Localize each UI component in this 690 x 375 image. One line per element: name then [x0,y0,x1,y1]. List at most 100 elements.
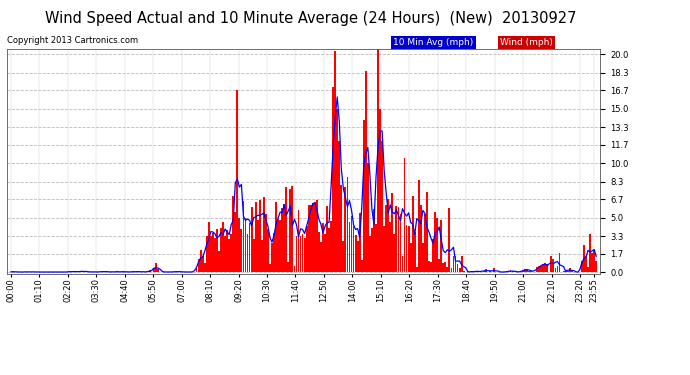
Bar [512,271,513,272]
Bar [340,185,342,272]
Bar [299,236,302,272]
Bar [383,226,385,272]
Bar [297,210,299,272]
Bar [248,223,250,272]
Bar [331,220,332,272]
Bar [442,262,444,272]
Bar [235,212,236,272]
Bar [259,200,261,272]
Bar [306,226,308,272]
Bar [289,189,291,272]
Bar [444,262,446,272]
Bar [351,216,353,272]
Bar [387,200,389,272]
Bar [489,271,491,272]
Bar [379,109,381,272]
Bar [389,222,391,272]
Bar [540,266,542,272]
Bar [302,234,304,272]
Bar [206,236,208,272]
Bar [204,263,206,272]
Bar [218,251,220,272]
Bar [557,266,558,272]
Bar [69,271,71,272]
Bar [569,268,571,272]
Bar [453,256,455,272]
Bar [312,203,314,272]
Bar [463,271,464,272]
Bar [239,217,240,272]
Bar [553,259,554,272]
Bar [510,270,511,272]
Bar [228,239,230,272]
Bar [216,229,218,272]
Bar [155,263,157,272]
Bar [595,261,597,272]
Bar [420,204,422,272]
Bar [212,232,214,272]
Bar [261,240,263,272]
Bar [410,243,411,272]
Bar [237,90,238,272]
Bar [546,264,548,272]
Bar [375,224,377,272]
Bar [397,207,400,272]
Bar [371,228,373,272]
Text: 10 Min Avg (mph): 10 Min Avg (mph) [393,38,473,47]
Bar [320,242,322,272]
Bar [355,235,357,272]
Bar [412,196,413,272]
Bar [538,266,540,272]
Bar [524,269,526,272]
Bar [455,256,457,272]
Bar [102,271,103,272]
Bar [440,220,442,272]
Bar [250,207,253,272]
Text: Wind (mph): Wind (mph) [500,38,553,47]
Bar [587,267,589,272]
Bar [348,222,351,272]
Bar [457,264,458,272]
Bar [263,197,265,272]
Bar [483,271,485,272]
Bar [591,252,593,272]
Bar [241,228,242,272]
Bar [220,228,222,272]
Bar [426,192,428,272]
Bar [318,232,319,272]
Bar [406,225,408,272]
Bar [222,222,224,272]
Bar [230,234,232,272]
Bar [551,255,552,272]
Bar [333,87,334,272]
Bar [81,271,83,272]
Bar [275,202,277,272]
Bar [246,234,248,272]
Bar [224,236,226,272]
Bar [271,243,273,272]
Bar [267,229,269,272]
Bar [353,225,355,272]
Bar [310,205,312,272]
Bar [385,205,387,272]
Bar [393,234,395,272]
Bar [295,236,297,272]
Bar [336,109,338,272]
Bar [506,271,507,272]
Bar [365,70,366,272]
Bar [422,243,424,272]
Bar [528,271,530,272]
Bar [485,269,487,272]
Bar [175,271,177,272]
Bar [402,256,404,272]
Bar [157,269,159,272]
Bar [139,271,140,272]
Bar [346,177,348,272]
Bar [424,214,426,272]
Bar [357,241,359,272]
Bar [451,268,453,272]
Bar [149,270,150,272]
Bar [257,220,259,272]
Bar [542,264,544,272]
Bar [562,271,564,272]
